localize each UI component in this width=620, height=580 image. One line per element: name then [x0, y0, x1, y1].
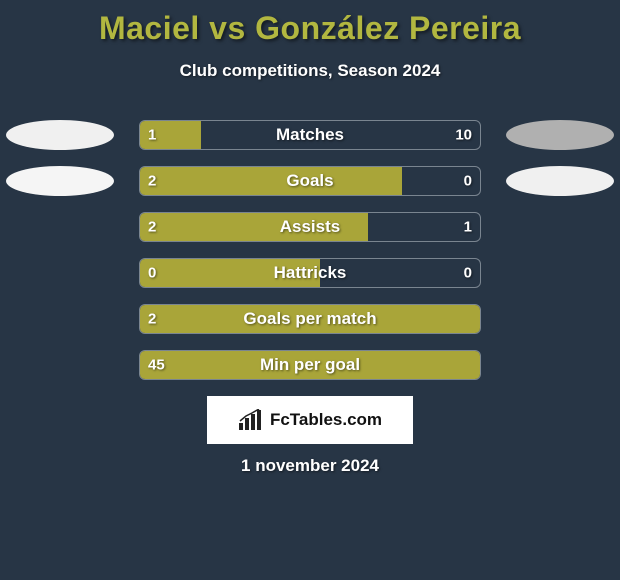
stat-row: Goals2 0 — [0, 158, 620, 204]
bar-value-left: 1 — [148, 127, 156, 144]
player-avatar-right — [506, 120, 614, 150]
stat-row: Min per goal45 — [0, 342, 620, 388]
player-avatar-right — [506, 166, 614, 196]
comparison-bars: Matches110Goals20Assists21Hattricks00Goa… — [0, 112, 620, 388]
bar-track: Min per goal45 — [139, 350, 481, 380]
bar-value-right: 1 — [464, 219, 472, 236]
stat-row: Hattricks0 0 — [0, 250, 620, 296]
bar-value-left: 45 — [148, 357, 165, 374]
bar-value-left: 2 — [148, 173, 156, 190]
page-title: Maciel vs González Pereira — [0, 0, 620, 47]
bar-track: Matches1 10 — [139, 120, 481, 150]
stat-row: Goals per match2 — [0, 296, 620, 342]
footer-date: 1 november 2024 — [0, 456, 620, 476]
page-subtitle: Club competitions, Season 2024 — [0, 61, 620, 81]
bar-value-right: 10 — [455, 127, 472, 144]
bar-track: Assists2 1 — [139, 212, 481, 242]
stat-row: Matches1 10 — [0, 112, 620, 158]
stats-infographic: Maciel vs González Pereira Club competit… — [0, 0, 620, 580]
bar-label: Goals — [140, 171, 480, 191]
player-avatar-left — [6, 120, 114, 150]
logo-box: FcTables.com — [207, 396, 413, 444]
bar-track: Hattricks0 0 — [139, 258, 481, 288]
bar-value-right: 0 — [464, 265, 472, 282]
bar-value-left: 2 — [148, 219, 156, 236]
bar-label: Goals per match — [140, 309, 480, 329]
bar-value-left: 2 — [148, 311, 156, 328]
bar-label: Matches — [140, 125, 480, 145]
bar-track: Goals per match2 — [139, 304, 481, 334]
bar-label: Min per goal — [140, 355, 480, 375]
logo-text: FcTables.com — [270, 410, 382, 430]
bar-value-left: 0 — [148, 265, 156, 282]
bar-label: Hattricks — [140, 263, 480, 283]
bar-value-right: 0 — [464, 173, 472, 190]
player-avatar-left — [6, 166, 114, 196]
bar-track: Goals2 0 — [139, 166, 481, 196]
stat-row: Assists2 1 — [0, 204, 620, 250]
bars-icon — [238, 409, 264, 431]
bar-label: Assists — [140, 217, 480, 237]
